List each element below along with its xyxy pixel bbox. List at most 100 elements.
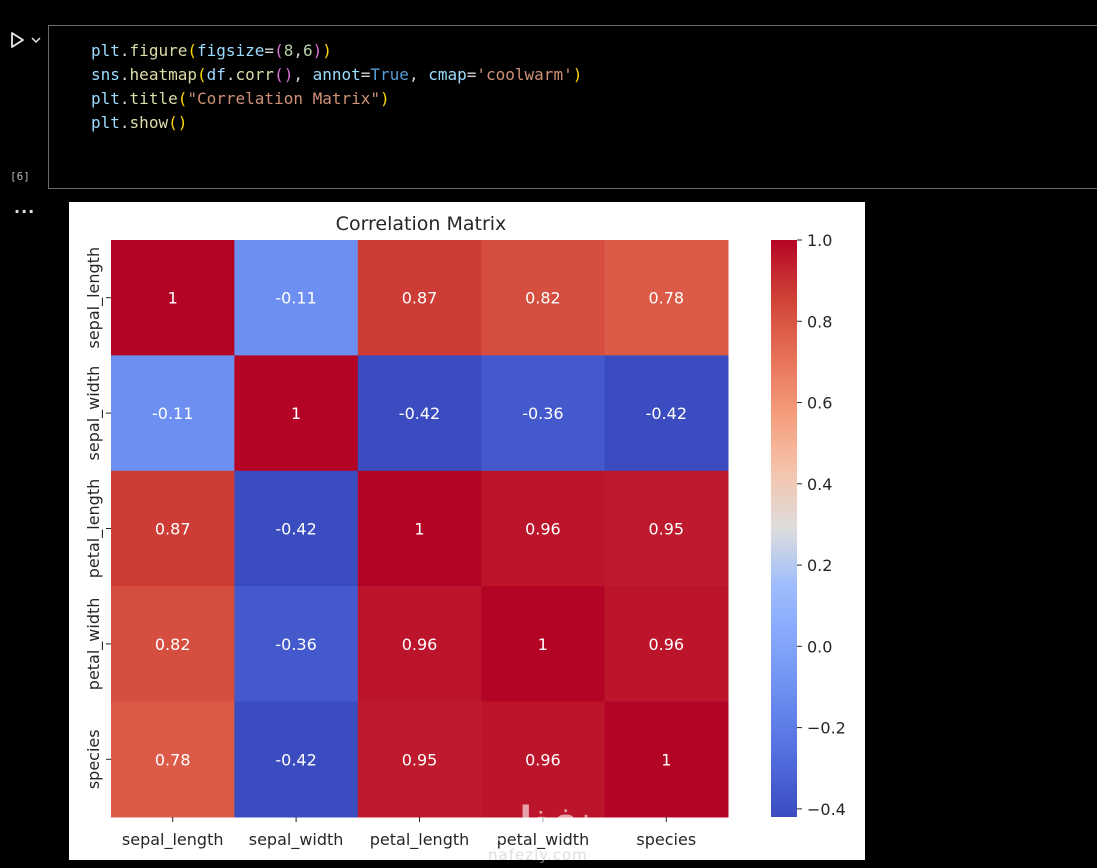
code-token: plt bbox=[91, 113, 120, 132]
code-token: heatmap bbox=[129, 65, 197, 84]
x-tick-label: petal_width bbox=[497, 830, 590, 850]
code-token: plt bbox=[91, 89, 120, 108]
output-toggle-button[interactable]: ... bbox=[14, 198, 36, 217]
heatmap-cell bbox=[481, 470, 606, 587]
heatmap-chart: Correlation Matrix 1 -0.11 0.87 0.82 0.78 -0.… bbox=[84, 213, 846, 850]
heatmap-cell bbox=[481, 701, 606, 818]
cell-annotation: 0.78 bbox=[155, 750, 191, 769]
cell-annotation: 0.95 bbox=[648, 520, 684, 539]
cell-annotation: -0.42 bbox=[399, 404, 440, 423]
code-token: 'coolwarm' bbox=[476, 65, 573, 84]
code-line[interactable]: plt.show() bbox=[91, 111, 582, 135]
code-token: = bbox=[360, 65, 371, 84]
cell-annotation: -0.36 bbox=[275, 635, 316, 654]
code-token: () bbox=[274, 65, 294, 84]
heatmap-cell bbox=[604, 240, 729, 356]
code-token: () bbox=[168, 113, 188, 132]
code-token: ( bbox=[187, 41, 197, 60]
heatmap-cell bbox=[357, 470, 482, 587]
cell-annotation: 0.82 bbox=[525, 289, 561, 308]
colorbar bbox=[771, 240, 797, 817]
y-tick-label: sepal_length bbox=[84, 247, 104, 349]
code-token: . bbox=[119, 65, 130, 84]
heatmap-cell bbox=[357, 355, 482, 472]
heatmap-cell bbox=[357, 240, 482, 356]
code-token: . bbox=[119, 89, 130, 108]
code-token: ( bbox=[177, 89, 188, 108]
code-token: ) bbox=[380, 89, 390, 108]
code-token: True bbox=[370, 65, 409, 84]
colorbar-tick-label: 0.2 bbox=[807, 556, 832, 575]
x-tick-label: sepal_length bbox=[122, 830, 224, 850]
cell-annotation: 0.87 bbox=[155, 520, 191, 539]
code-token: df bbox=[206, 65, 226, 84]
heatmap-cell bbox=[481, 586, 606, 703]
heatmap-cell bbox=[604, 701, 729, 818]
code-token: title bbox=[129, 89, 178, 108]
heatmap-cell bbox=[234, 701, 359, 818]
code-token: . bbox=[119, 41, 130, 60]
y-tick-label: petal_length bbox=[84, 479, 104, 579]
run-cell-button[interactable] bbox=[8, 28, 48, 52]
code-token: 6 bbox=[302, 41, 313, 60]
code-token: , bbox=[293, 41, 303, 60]
cell-annotation: 1 bbox=[414, 520, 424, 539]
colorbar-tick-label: 1.0 bbox=[807, 231, 832, 250]
code-token: sns bbox=[91, 65, 120, 84]
code-token: , bbox=[293, 65, 313, 84]
heatmap-cell bbox=[604, 586, 729, 703]
cell-annotation: -0.42 bbox=[275, 750, 316, 769]
heatmap-cell bbox=[111, 355, 235, 472]
code-token: figure bbox=[129, 41, 188, 60]
code-token: ) bbox=[572, 65, 583, 84]
heatmap-cell bbox=[357, 701, 482, 818]
cell-annotation: 1 bbox=[538, 635, 548, 654]
colorbar-tick-label: 0.6 bbox=[807, 394, 832, 413]
cell-annotation: 0.96 bbox=[525, 520, 561, 539]
heatmap-cell bbox=[604, 355, 729, 472]
heatmap-figure: Correlation Matrix 1 -0.11 0.87 0.82 0.78 -0.… bbox=[69, 202, 865, 860]
cell-annotation: 0.82 bbox=[155, 635, 191, 654]
y-tick-label: species bbox=[84, 729, 103, 789]
code-token: corr bbox=[235, 65, 275, 84]
code-token: , bbox=[408, 65, 429, 84]
chevron-down-icon[interactable] bbox=[30, 34, 42, 46]
heatmap-cell bbox=[481, 355, 606, 472]
play-icon bbox=[11, 32, 24, 48]
cell-annotation: 0.96 bbox=[402, 635, 438, 654]
heatmap-cell bbox=[234, 240, 359, 356]
x-tick-label: sepal_width bbox=[249, 830, 344, 850]
code-line[interactable]: sns.heatmap(df.corr(), annot=True, cmap=… bbox=[91, 63, 582, 87]
code-token: cmap bbox=[428, 65, 467, 84]
code-token: . bbox=[119, 113, 130, 132]
code-token: figsize bbox=[196, 41, 265, 60]
code-editor[interactable]: plt.figure(figsize=(8,6)) sns.heatmap(df.… bbox=[48, 25, 1097, 189]
code-line[interactable]: plt.title("Correlation Matrix") bbox=[91, 87, 582, 111]
heatmap-cell bbox=[234, 355, 359, 472]
code-line[interactable]: plt.figure(figsize=(8,6)) bbox=[91, 39, 582, 63]
y-tick-label: petal_width bbox=[84, 598, 104, 691]
code-token: show bbox=[129, 113, 169, 132]
heatmap-cell bbox=[481, 240, 606, 356]
code-content[interactable]: plt.figure(figsize=(8,6)) sns.heatmap(df.… bbox=[91, 39, 582, 135]
code-token: annot bbox=[312, 65, 361, 84]
colorbar-tick-label: 0.4 bbox=[807, 475, 832, 494]
cell-annotation: 1 bbox=[291, 404, 301, 423]
cell-annotation: 0.95 bbox=[402, 750, 438, 769]
colorbar-tick-label: 0.8 bbox=[807, 312, 832, 331]
cell-annotation: 0.78 bbox=[648, 289, 684, 308]
y-tick-label: sepal_width bbox=[84, 366, 104, 461]
cell-annotation: 1 bbox=[168, 289, 178, 308]
code-token: . bbox=[225, 65, 236, 84]
code-token: "Correlation Matrix" bbox=[187, 89, 381, 108]
execution-count: [6] bbox=[10, 170, 30, 183]
colorbar-tick-label: −0.4 bbox=[807, 800, 846, 819]
x-tick-label: petal_length bbox=[370, 830, 470, 850]
heatmap-cell bbox=[111, 701, 235, 818]
cell-annotation: -0.36 bbox=[522, 404, 563, 423]
colorbar-tick-label: −0.2 bbox=[807, 719, 846, 738]
heatmap-cell bbox=[111, 470, 235, 587]
heatmap-cell bbox=[111, 240, 235, 356]
code-token: ) bbox=[322, 41, 332, 60]
